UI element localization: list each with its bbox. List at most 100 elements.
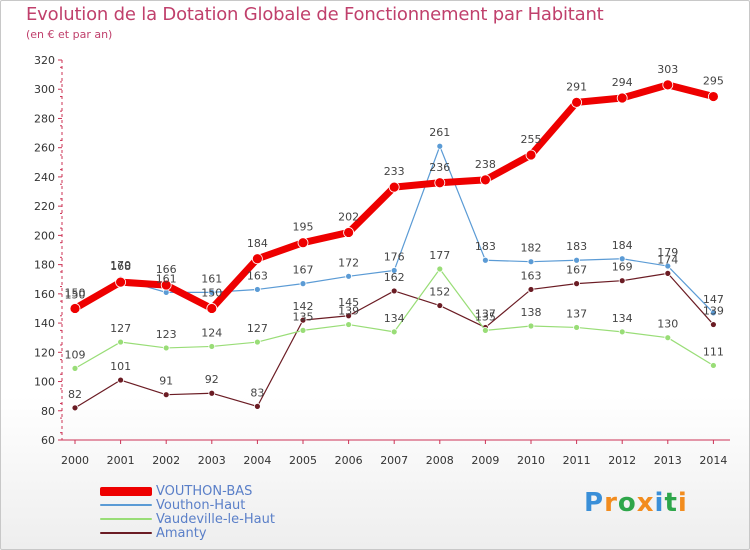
data-label-vouthon-bas: 202 [338,210,359,223]
data-point-vaudeville-le-haut [664,334,672,342]
data-label-vaudeville-le-haut: 134 [612,312,633,325]
data-point-vouthon-bas [160,279,172,291]
data-point-amanty [390,287,398,295]
logo-letter: i [654,488,665,518]
data-point-vouthon-haut [299,280,307,288]
x-tick-label: 2010 [517,454,545,467]
data-label-vaudeville-le-haut: 127 [110,322,131,335]
y-tick-label: 260 [34,142,55,155]
logo-letter: r [604,488,618,518]
data-label-vouthon-bas: 238 [475,158,496,171]
data-label-vouthon-bas: 255 [521,133,542,146]
data-point-vouthon-bas [388,181,400,193]
data-label-amanty: 142 [293,300,314,313]
data-label-vouthon-bas: 184 [247,237,268,250]
data-point-vouthon-haut [481,256,489,264]
data-point-vaudeville-le-haut [710,362,717,369]
y-tick-label: 120 [34,346,55,359]
data-label-vouthon-haut: 161 [201,272,222,285]
data-label-vouthon-haut: 183 [475,240,496,253]
y-tick-label: 220 [34,200,55,213]
y-tick-label: 180 [34,259,55,272]
x-tick-label: 2011 [563,454,591,467]
series-layer [69,79,719,412]
data-point-vouthon-bas [479,174,491,186]
legend-swatch-vouthon-haut [100,504,152,506]
data-label-vouthon-haut: 167 [293,264,314,277]
data-label-vouthon-bas: 291 [566,80,587,93]
x-tick-label: 2001 [107,454,135,467]
y-tick-label: 80 [41,405,55,418]
x-tick-label: 2003 [198,454,226,467]
data-point-amanty [436,302,444,309]
data-point-vaudeville-le-haut [481,326,489,334]
data-point-vouthon-haut [664,262,672,270]
data-label-amanty: 152 [429,286,450,299]
y-tick-label: 60 [41,434,55,447]
data-point-amanty [253,402,261,410]
data-label-vouthon-haut: 184 [612,239,633,252]
data-point-vaudeville-le-haut [436,265,444,273]
data-label-vaudeville-le-haut: 111 [703,345,724,358]
logo-letter: i [677,488,688,518]
y-tick-label: 240 [34,171,55,184]
data-label-amanty: 83 [250,386,264,399]
data-point-vaudeville-le-haut [618,328,626,336]
data-point-vouthon-haut [253,286,261,293]
data-point-amanty [664,269,672,277]
data-label-vouthon-bas: 236 [429,161,450,174]
data-point-vouthon-bas [616,92,628,104]
data-label-vouthon-haut: 261 [429,126,450,139]
y-tick-label: 280 [34,112,55,125]
data-label-vouthon-bas: 195 [293,221,314,234]
data-point-vaudeville-le-haut [162,344,170,352]
y-tick-label: 300 [34,83,55,96]
data-label-vouthon-haut: 182 [521,242,542,255]
data-point-amanty [71,404,79,412]
data-point-vaudeville-le-haut [390,328,398,336]
data-label-vaudeville-le-haut: 134 [384,312,405,325]
data-label-amanty: 163 [521,269,542,282]
data-point-vouthon-haut [527,258,535,266]
data-point-amanty [527,286,535,293]
legend-swatch-amanty [100,532,152,534]
data-point-vouthon-haut [573,256,580,264]
data-label-vouthon-haut: 176 [384,250,405,263]
data-point-vaudeville-le-haut [573,324,580,331]
series-vouthon-bas [69,79,719,314]
data-point-vaudeville-le-haut [299,326,307,334]
data-label-vaudeville-le-haut: 135 [293,310,314,323]
data-point-vouthon-haut [390,267,398,274]
x-tick-label: 2006 [335,454,363,467]
legend-item-vouthon-bas: VOUTHON-BAS [100,484,275,499]
data-point-amanty [117,376,124,384]
data-point-amanty [618,277,626,285]
x-tick-label: 2013 [654,454,682,467]
data-label-amanty: 169 [612,261,633,274]
data-label-vouthon-bas: 168 [110,260,131,273]
data-label-vouthon-haut: 150 [65,288,86,301]
data-label-vaudeville-le-haut: 135 [475,310,496,323]
data-labels-layer: 82 101 91 92 83 142 145 162 152 137 163 167 169 174 13… [65,63,724,401]
x-tick-label: 2007 [380,454,408,467]
data-label-amanty: 145 [338,296,359,309]
series-amanty [71,269,717,412]
proxiti-logo: Proxiti [584,488,688,518]
data-label-vaudeville-le-haut: 123 [156,328,177,341]
data-point-vouthon-haut [436,142,444,150]
data-label-amanty: 139 [703,305,724,318]
data-point-vouthon-bas [206,303,218,314]
data-label-amanty: 174 [657,253,678,266]
data-point-vouthon-bas [115,276,126,288]
data-point-vaudeville-le-haut [71,364,79,372]
legend-item-vouthon-haut: Vouthon-Haut [100,498,275,513]
legend-item-vaudeville-le-haut: Vaudeville-le-Haut [100,512,275,527]
data-point-vaudeville-le-haut [253,338,261,346]
data-label-vouthon-haut: 161 [156,272,177,285]
data-label-vouthon-haut: 163 [247,269,268,282]
data-point-amanty [573,280,580,288]
data-point-amanty [162,391,170,399]
logo-letter: o [617,488,637,518]
logo-letter: P [584,488,605,518]
data-label-vouthon-bas: 150 [201,286,222,299]
